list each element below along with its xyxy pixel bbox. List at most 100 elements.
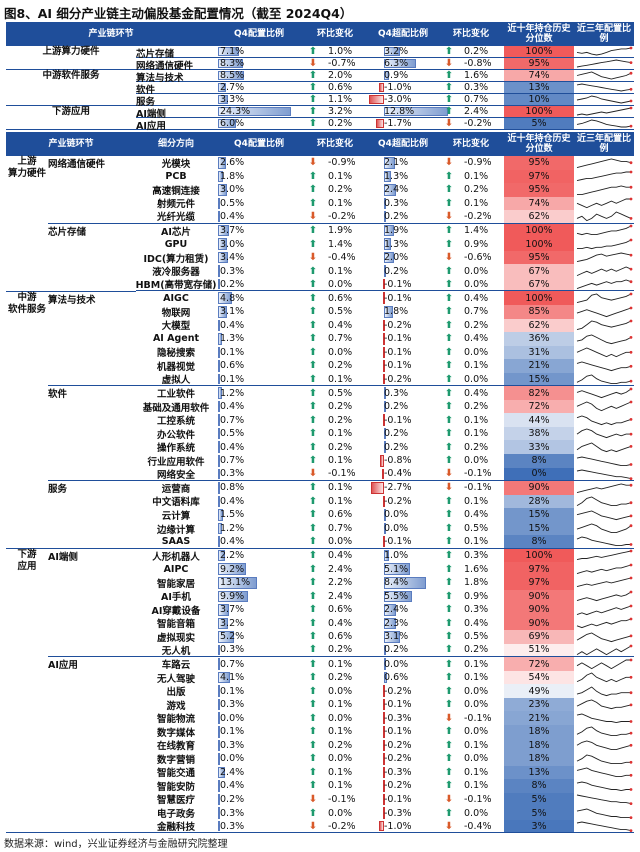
table-row: 运营商 0.8% ⬆ 0.1% -2.7% ⬇ -0.1% 90% [6, 481, 634, 495]
overweight-value: 0.2% [384, 265, 409, 277]
trend-sparkline [576, 428, 633, 439]
up-arrow-icon: ⬆ [308, 604, 318, 616]
overweight-qoq-change-cell: ⬇ -0.2% [438, 210, 504, 223]
qoq-change-cell: ⬆ 2.2% [302, 576, 368, 590]
overweight-value: 5.1% [384, 563, 409, 575]
overweight-cell: -2.7% [368, 481, 438, 495]
qoq-change-cell: ⬆ 0.1% [302, 766, 368, 780]
trend-endpoint [629, 828, 633, 832]
up-arrow-icon: ⬆ [308, 482, 318, 494]
subsector-label: 无人机 [161, 645, 191, 657]
q4-weight-bar [218, 698, 220, 711]
q4-weight-cell: 5.2% [216, 630, 302, 644]
overweight-bar [384, 604, 396, 616]
overweight-value: 1.8% [384, 306, 409, 318]
q4-weight-value: 1.2% [220, 523, 245, 535]
qoq-change-value: 0.7% [328, 523, 353, 535]
overweight-cell: 0.9% [368, 70, 438, 81]
segment-label: 网络通信硬件 [48, 156, 136, 224]
subsector-label: 物联网 [161, 307, 191, 319]
overweight-qoq-change-cell: ⬆ 2.4% [438, 106, 504, 117]
trend-cell [574, 373, 634, 386]
tables-container: 产业链环节 Q4配置比例 环比变化 Q4超配比例 环比变化 近十年持仓历史分位数 近三年配置… [6, 22, 634, 834]
overweight-bar [375, 119, 384, 128]
qoq-change-value: 0.2% [328, 644, 353, 656]
trend-sparkline [577, 238, 633, 249]
overweight-value: 2.1% [384, 157, 409, 169]
trend-endpoint [629, 238, 633, 242]
qoq-change-cell: ⬆ 0.2% [302, 644, 368, 657]
trend-endpoint [629, 483, 633, 487]
qoq-change-value: 0.6% [328, 509, 353, 521]
up-arrow-icon: ⬆ [308, 70, 318, 81]
overweight-bar [384, 549, 389, 562]
trend-line [577, 239, 632, 249]
overweight-qoq-change-value: 0.5% [464, 631, 489, 643]
q4-weight-cell: 0.3% [216, 739, 302, 753]
q4-weight-bar [218, 346, 220, 359]
overweight-bar [383, 346, 385, 359]
trend-cell [574, 58, 634, 69]
column-header: 近十年持仓历史分位数 [507, 134, 571, 154]
overweight-cell: -1.0% [368, 82, 438, 93]
q4-weight-bar [218, 441, 220, 454]
q4-weight-cell: 3.7% [216, 224, 302, 238]
overweight-bar [383, 278, 385, 290]
overweight-bar [370, 482, 384, 494]
overweight-value: -0.3% [384, 766, 412, 778]
trend-cell [574, 752, 634, 766]
trend-line [576, 713, 631, 723]
subsector-label: 游戏 [166, 700, 186, 712]
up-arrow-icon: ⬆ [308, 699, 318, 711]
q4-weight-bar [218, 753, 220, 765]
trend-endpoint [629, 703, 633, 707]
up-arrow-icon: ⬆ [444, 780, 454, 792]
overweight-bar [384, 509, 386, 521]
overweight-qoq-change-value: -0.1% [464, 793, 492, 805]
down-arrow-icon: ⬇ [444, 712, 454, 724]
figure-title: 图8、AI 细分产业链主动偏股基金配置情况（截至 2024Q4） [4, 6, 353, 21]
percentile-cell: 90% [504, 481, 574, 495]
overweight-qoq-change-value: 0.1% [464, 739, 489, 751]
overweight-cell: -0.8% [368, 454, 438, 468]
up-arrow-icon: ⬆ [444, 292, 454, 304]
percentile-cell: 28% [504, 494, 574, 509]
subsector-label: 虚拟现实 [156, 632, 195, 644]
overweight-bar [383, 780, 385, 792]
table-row: 工业软件 1.2% ⬆ 0.5% 0.3% ⬆ 0.4% 82% [6, 386, 634, 400]
subsector-label: AI穿戴设备 [151, 605, 201, 617]
table-row: 电子政务 0.3% ⬆ 0.0% -0.3% ⬆ 0.0% 5% [6, 806, 634, 820]
overweight-cell: 3.2% [368, 46, 438, 57]
overweight-qoq-change-value: 0.0% [464, 278, 489, 290]
overweight-qoq-change-value: 1.8% [464, 577, 489, 589]
overweight-qoq-change-value: 0.1% [464, 536, 489, 548]
up-arrow-icon: ⬆ [444, 170, 454, 182]
up-arrow-icon: ⬆ [308, 766, 318, 778]
trend-endpoint [629, 292, 633, 296]
overweight-qoq-change-cell: ⬆ 0.0% [438, 806, 504, 820]
trend-cell [574, 820, 634, 833]
overweight-qoq-change-cell: ⬆ 1.6% [438, 562, 504, 576]
trend-sparkline [576, 197, 633, 209]
trend-sparkline [576, 577, 633, 588]
q4-weight-value: 24.3% [220, 106, 251, 117]
q4-weight-value: 0.6% [220, 360, 245, 372]
subsector-label: 行业应用软件 [147, 456, 205, 468]
trend-line [576, 808, 631, 818]
up-arrow-icon: ⬆ [308, 387, 318, 399]
overweight-bar [383, 753, 385, 765]
q4-weight-cell: 0.4% [216, 319, 302, 333]
trend-endpoint [629, 676, 633, 679]
overweight-bar [384, 671, 387, 684]
overweight-qoq-change-cell: ⬆ 0.4% [438, 386, 504, 400]
segment-label: 芯片存储 [48, 223, 136, 292]
trend-line [576, 510, 632, 520]
trend-cell [574, 70, 634, 81]
trend-line [576, 211, 632, 222]
q4-weight-bar [218, 820, 220, 832]
trend-sparkline [576, 699, 633, 710]
subsector-label: 虚拟人 [161, 375, 191, 387]
overweight-qoq-change-value: 0.3% [464, 550, 489, 562]
q4-weight-cell: 0.8% [216, 481, 302, 495]
overweight-qoq-change-cell: ⬆ 0.1% [438, 535, 504, 548]
